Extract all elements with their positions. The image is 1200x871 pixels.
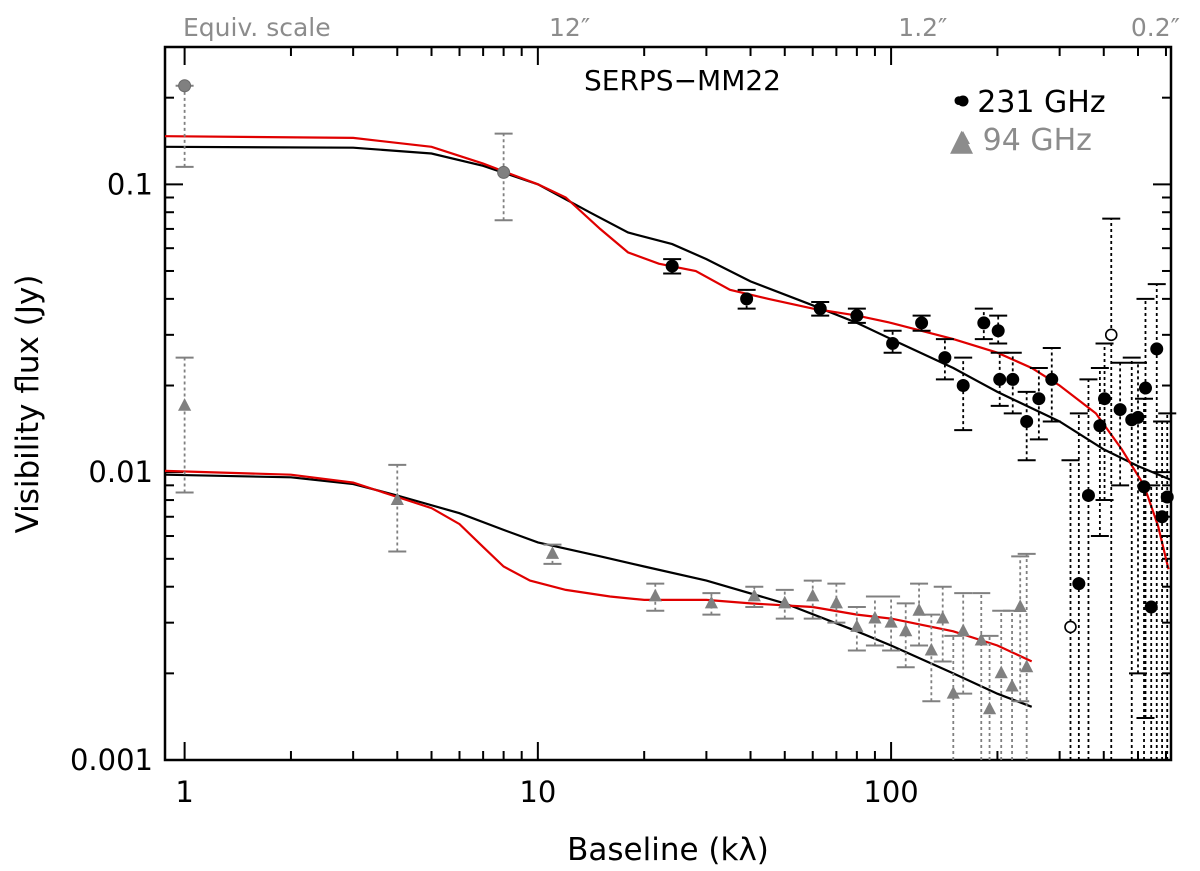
data-point-triangle	[899, 623, 913, 637]
data-point	[886, 336, 900, 350]
data-point-open	[1064, 620, 1077, 634]
data-point-triangle	[1013, 599, 1027, 612]
data-point-triangle	[545, 546, 560, 559]
data-point	[993, 372, 1007, 386]
data-point	[915, 316, 929, 330]
data-point	[1138, 381, 1152, 395]
data-point	[178, 79, 192, 93]
data-points	[178, 79, 1174, 715]
data-point	[1131, 410, 1145, 424]
legend-label-94: ▲ 94 GHz	[950, 123, 1092, 158]
data-point-triangle	[994, 665, 1008, 679]
data-point	[665, 259, 679, 273]
y-tick-label: 0.001	[70, 743, 153, 777]
data-point	[1006, 372, 1020, 386]
data-point-triangle	[829, 595, 843, 609]
data-point	[1020, 414, 1034, 428]
y-tick-label: 0.01	[88, 455, 153, 489]
data-point	[991, 324, 1005, 338]
data-point-triangle	[850, 619, 864, 632]
data-point-triangle	[936, 610, 950, 624]
data-point	[740, 292, 754, 306]
data-point-triangle	[1005, 678, 1019, 692]
data-point	[1081, 488, 1095, 502]
data-point	[956, 379, 970, 393]
legend: • 231 GHz ▲ 94 GHz	[950, 85, 1106, 158]
top-tick-label: 1.2″	[898, 13, 947, 42]
axis-ticks	[165, 47, 1171, 761]
data-point	[938, 351, 952, 365]
data-point-triangle	[974, 632, 988, 646]
y-tick-label: 0.1	[107, 167, 153, 201]
axis-labels: 1 10 100 0.001 0.01 0.1 12″ 1.2″ 0.2″	[70, 13, 1180, 809]
data-point	[1032, 392, 1046, 406]
data-point	[1144, 600, 1158, 614]
data-point-open	[1104, 328, 1118, 342]
legend-marker-triangle	[956, 131, 970, 144]
x-tick-label: 1	[175, 775, 193, 809]
data-point-triangle	[946, 685, 960, 699]
x-axis-title: Baseline (kλ)	[567, 832, 769, 868]
data-point-triangle	[747, 588, 761, 602]
data-point	[1160, 490, 1174, 504]
data-point	[1150, 342, 1164, 356]
data-point-triangle	[1020, 659, 1034, 673]
data-point-triangle	[924, 642, 938, 656]
data-point-triangle	[956, 623, 970, 637]
x-tick-label: 10	[519, 775, 556, 809]
data-point	[497, 165, 511, 179]
data-point-triangle	[648, 588, 662, 602]
chart-title: SERPS−MM22	[584, 64, 781, 97]
data-point	[1098, 392, 1112, 406]
model-curve-line	[164, 469, 1033, 663]
data-point-triangle	[868, 610, 882, 624]
x-tick-label: 100	[863, 775, 918, 809]
top-axis-title: Equiv. scale	[183, 13, 331, 42]
data-point	[977, 316, 991, 330]
data-point-triangle	[778, 595, 792, 609]
top-tick-label: 12″	[549, 13, 590, 42]
data-point-triangle	[704, 595, 719, 609]
top-tick-label: 0.2″	[1131, 13, 1180, 42]
data-point	[1093, 419, 1107, 433]
model-curve-line	[164, 145, 1172, 481]
data-point-triangle	[884, 614, 898, 628]
data-point	[1155, 510, 1169, 524]
data-point	[813, 302, 827, 316]
model-curve-line	[164, 473, 1033, 708]
data-point	[1137, 480, 1151, 494]
legend-marker-circle	[957, 95, 969, 107]
data-point	[1072, 577, 1086, 591]
data-point-triangle	[912, 603, 926, 616]
data-point-triangle	[178, 398, 192, 411]
y-axis-title: Visibility flux (Jy)	[10, 275, 46, 534]
data-point	[1045, 372, 1059, 386]
plot-frame	[163, 45, 1173, 762]
data-point-triangle	[390, 492, 404, 506]
data-point	[850, 309, 864, 323]
data-point-triangle	[806, 588, 820, 602]
legend-label-231: • 231 GHz	[950, 85, 1106, 120]
data-point	[1113, 403, 1127, 417]
data-point-triangle	[982, 701, 997, 715]
